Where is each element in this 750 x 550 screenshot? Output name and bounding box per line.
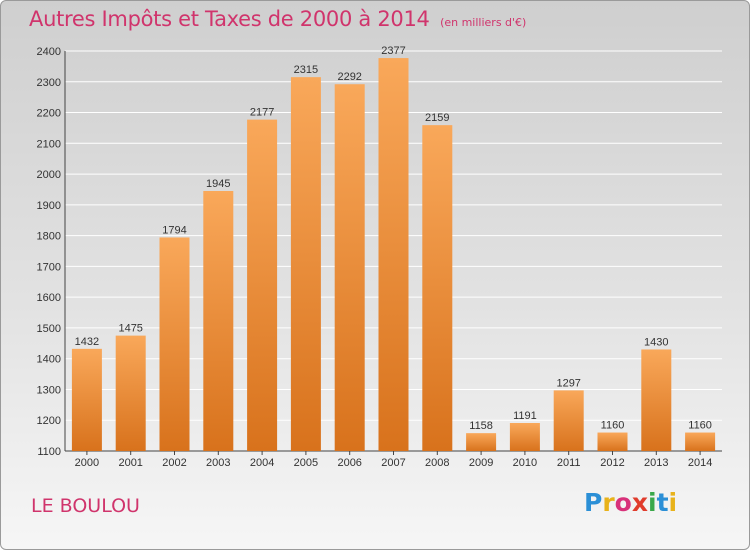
bar-2004 bbox=[247, 119, 278, 451]
y-tick-label: 1900 bbox=[37, 200, 61, 212]
chart-unit: (en milliers d'€) bbox=[440, 16, 527, 29]
bar-2001 bbox=[115, 335, 146, 451]
x-tick-label: 2010 bbox=[513, 457, 537, 469]
bar-2008 bbox=[422, 125, 453, 452]
x-tick-label: 2001 bbox=[118, 457, 142, 469]
logo-letter: P bbox=[584, 488, 603, 517]
value-label: 1191 bbox=[513, 410, 537, 422]
y-tick-label: 1200 bbox=[37, 415, 61, 427]
y-tick-label: 1400 bbox=[37, 354, 61, 366]
bar-2009 bbox=[466, 433, 497, 451]
bar-2006 bbox=[334, 84, 365, 451]
value-label: 2377 bbox=[381, 45, 405, 57]
bar-2013 bbox=[641, 349, 672, 451]
y-tick-labels: 1100 1200 1300 1400 1500 1600 1700 1800 1900 2000… bbox=[37, 46, 61, 458]
value-label: 2315 bbox=[294, 64, 318, 76]
x-tick-label: 2005 bbox=[294, 457, 318, 469]
x-tick-label: 2008 bbox=[425, 457, 449, 469]
chart-title: Autres Impôts et Taxes de 2000 à 2014 bbox=[29, 7, 430, 31]
bar-2011 bbox=[553, 390, 584, 451]
y-tick-label: 1500 bbox=[37, 323, 61, 335]
bars bbox=[71, 58, 716, 452]
value-label: 1794 bbox=[162, 224, 186, 236]
bar-2005 bbox=[290, 77, 321, 452]
logo-letter: t bbox=[656, 488, 669, 517]
x-tick-label: 2007 bbox=[381, 457, 405, 469]
y-tick-label: 2100 bbox=[37, 138, 61, 150]
value-labels: 1432 1475 1794 1945 2177 2315 2292 2377 2159 1158… bbox=[75, 45, 712, 432]
logo-letter: i bbox=[668, 488, 678, 517]
logo-letter: r bbox=[602, 488, 615, 517]
value-label: 1945 bbox=[206, 178, 230, 190]
logo-letter: i bbox=[648, 488, 657, 517]
y-tick-label: 1300 bbox=[37, 384, 61, 396]
x-tick-label: 2011 bbox=[557, 457, 581, 469]
x-tick-label: 2013 bbox=[644, 457, 668, 469]
y-tick-label: 2300 bbox=[37, 77, 61, 89]
bar-2007 bbox=[378, 58, 409, 451]
y-tick-label: 1100 bbox=[37, 446, 61, 458]
logo-letter: o bbox=[614, 488, 632, 517]
chart-title-block: Autres Impôts et Taxes de 2000 à 2014 (e… bbox=[29, 7, 526, 31]
x-tick-label: 2003 bbox=[206, 457, 230, 469]
value-label: 1432 bbox=[75, 336, 99, 348]
value-label: 1475 bbox=[118, 323, 142, 335]
y-tick-label: 2000 bbox=[37, 169, 61, 181]
bar-2010 bbox=[509, 423, 540, 451]
logo-letter: x bbox=[631, 488, 648, 517]
x-tick-label: 2002 bbox=[162, 457, 186, 469]
x-tick-label: 2014 bbox=[688, 457, 712, 469]
bar-2012 bbox=[597, 432, 628, 451]
y-tick-label: 1700 bbox=[37, 261, 61, 273]
y-tick-label: 1800 bbox=[37, 231, 61, 243]
value-label: 2177 bbox=[250, 107, 274, 119]
value-label: 1160 bbox=[688, 420, 712, 432]
value-label: 1430 bbox=[644, 336, 668, 348]
value-label: 2159 bbox=[425, 112, 449, 124]
x-tick-label: 2012 bbox=[600, 457, 624, 469]
y-tick-label: 2200 bbox=[37, 108, 61, 120]
value-label: 1160 bbox=[601, 420, 625, 432]
x-tick-label: 2004 bbox=[250, 457, 274, 469]
proxiti-logo[interactable]: Proxiti bbox=[584, 488, 677, 517]
x-tick-labels: 2000 2001 2002 2003 2004 2005 2006 2007 2008 2009… bbox=[75, 457, 713, 469]
bar-2000 bbox=[71, 348, 102, 451]
x-tick-label: 2009 bbox=[469, 457, 493, 469]
location-label: LE BOULOU bbox=[31, 495, 140, 517]
bar-2003 bbox=[203, 191, 234, 451]
x-tick-label: 2000 bbox=[75, 457, 99, 469]
value-label: 1158 bbox=[469, 420, 493, 432]
y-tick-label: 2400 bbox=[37, 46, 61, 58]
value-label: 2292 bbox=[337, 71, 361, 83]
y-tick-label: 1600 bbox=[37, 292, 61, 304]
value-label: 1297 bbox=[556, 377, 580, 389]
bar-2002 bbox=[159, 237, 190, 451]
bar-2014 bbox=[685, 432, 716, 451]
x-tick-label: 2006 bbox=[337, 457, 361, 469]
